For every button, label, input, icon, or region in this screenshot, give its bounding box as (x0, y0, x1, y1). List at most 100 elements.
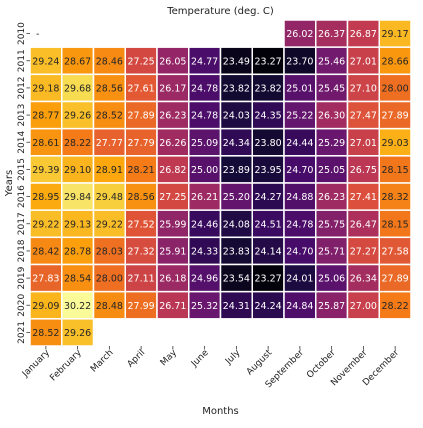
heatmap-cell (61, 318, 95, 347)
cell-value-label: 26.23 (318, 192, 345, 203)
heatmap-cell (378, 19, 412, 48)
cell-value-label: 23.70 (286, 56, 313, 67)
cell-value-label: 29.22 (96, 219, 123, 230)
cell-value-label: 23.82 (255, 83, 282, 94)
heatmap-cell (188, 46, 222, 76)
y-tick-label: 2015 (17, 158, 27, 181)
cell-value-label: 25.32 (191, 301, 218, 312)
cell-value-label: 26.23 (159, 111, 186, 122)
cell-value-label: 25.22 (286, 111, 313, 122)
cell-value-label: 27.61 (128, 83, 155, 94)
cell-value-label: 28.42 (32, 246, 59, 257)
cell-value-label: 27.99 (128, 301, 155, 312)
cell-value-label: 27.10 (350, 83, 377, 94)
cell-value-label: 24.08 (223, 219, 250, 230)
cell-value-label: 24.03 (223, 111, 250, 122)
x-tick-label: June (189, 348, 211, 370)
y-tick-label: 2011 (17, 49, 27, 72)
cell-value-label: 27.25 (128, 56, 155, 67)
cell-value-label: 26.21 (191, 192, 218, 203)
cell-value-label: 24.77 (191, 56, 218, 67)
y-tick-label: 2013 (17, 104, 27, 127)
cell-value-label: 26.05 (159, 56, 186, 67)
cell-value-label: 28.91 (96, 165, 123, 176)
cell-value-label: 28.52 (32, 328, 59, 339)
x-tick-label: August (245, 348, 275, 378)
heatmap-cell (315, 127, 349, 157)
x-tick-label: May (159, 348, 180, 369)
cell-value-label: 25.05 (318, 165, 345, 176)
y-tick-label: 2020 (17, 294, 27, 317)
cell-value-label: 27.41 (350, 192, 377, 203)
cell-value-label: 24.88 (286, 192, 313, 203)
cell-value-label: 28.03 (96, 246, 123, 257)
heatmap-cell (29, 100, 63, 130)
cell-value-label: 27.83 (32, 274, 59, 285)
cell-value-label: 27.58 (382, 246, 409, 257)
cell-value-label: 28.56 (128, 192, 155, 203)
cell-value-label: 27.89 (128, 111, 155, 122)
heatmap-cell (378, 46, 412, 76)
cell-value-label: 29.18 (32, 83, 59, 94)
cell-value-label: 23.82 (223, 83, 250, 94)
heatmap-cell (92, 236, 126, 266)
cell-value-label: 28.22 (64, 138, 91, 149)
cell-value-label: 24.78 (191, 111, 218, 122)
cell-value-label: 25.87 (318, 301, 345, 312)
cell-value-label: 26.71 (159, 301, 186, 312)
cell-value-label: 25.46 (318, 56, 345, 67)
heatmap-cell (378, 290, 412, 320)
cell-value-label: 24.44 (286, 138, 313, 149)
cell-value-label: 23.49 (223, 56, 250, 67)
heatmap-cell (92, 209, 126, 239)
cell-value-label: 24.35 (255, 111, 282, 122)
cell-value-label: 23.95 (255, 165, 282, 176)
cell-value-label: 23.80 (255, 138, 282, 149)
cell-value-label: 26.18 (159, 274, 186, 285)
y-tick-label: 2019 (17, 266, 27, 289)
heatmap-cell (251, 127, 285, 157)
x-tick-label: April (126, 348, 148, 370)
x-axis-label: Months (202, 406, 239, 417)
cell-value-label: 26.34 (350, 274, 377, 285)
heatmap-cell (156, 182, 190, 211)
cell-value-label: 24.01 (286, 274, 313, 285)
heatmap-cell (378, 182, 412, 211)
heatmap-cell (315, 182, 349, 211)
cell-value-label: 25.99 (159, 219, 186, 230)
heatmap-cell (92, 73, 126, 103)
cell-value-label: 23.27 (255, 274, 282, 285)
cell-value-label: 28.48 (96, 301, 123, 312)
cell-value-label: 29.26 (64, 111, 91, 122)
heatmap-cell (219, 73, 253, 103)
heatmap-cell (188, 209, 222, 239)
y-tick-label: 2014 (17, 131, 27, 154)
cell-value-label: 28.46 (96, 56, 123, 67)
cell-value-label: 30.22 (64, 301, 91, 312)
heatmap-cell (92, 263, 126, 293)
heatmap-cell (124, 263, 158, 293)
cell-value-label: 24.14 (255, 246, 282, 257)
cell-value-label: 28.15 (382, 165, 409, 176)
cell-value-label: 25.71 (318, 246, 345, 257)
x-tick-label: March (89, 348, 115, 374)
heatmap-cell (61, 155, 95, 184)
y-tick-label: 2018 (17, 239, 27, 262)
heatmap-cell (219, 155, 253, 184)
cell-value-label: 25.00 (191, 165, 218, 176)
x-tick-label: February (48, 348, 84, 384)
heatmap-cell (251, 100, 285, 130)
cell-value-label: 24.51 (255, 219, 282, 230)
heatmap-cell (156, 209, 190, 239)
cell-value-label: 29.10 (64, 165, 91, 176)
heatmap-cell (315, 236, 349, 266)
heatmap-cell (378, 209, 412, 239)
cell-value-label: 25.45 (318, 83, 345, 94)
cell-value-label: 28.95 (32, 192, 59, 203)
cell-value-label: 25.29 (318, 138, 345, 149)
cell-value-label: 25.01 (286, 83, 313, 94)
cell-value-label: 27.00 (350, 301, 377, 312)
y-tick-label: 2021 (17, 321, 27, 344)
cell-value-label: 27.89 (382, 111, 409, 122)
